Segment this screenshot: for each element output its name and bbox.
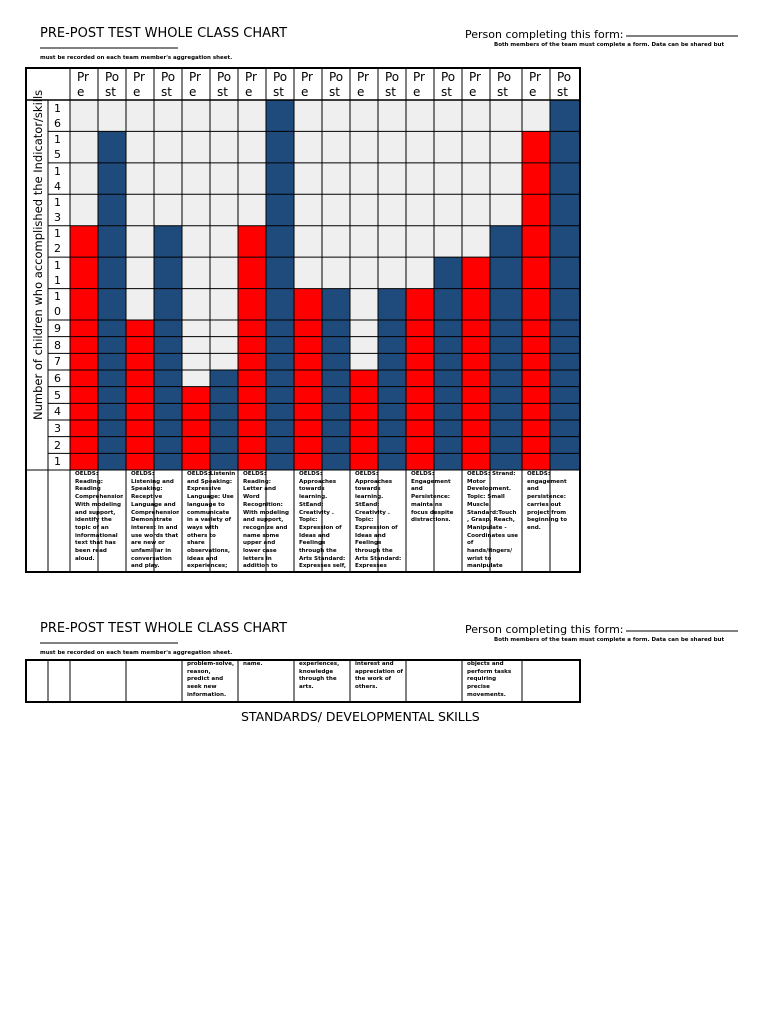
- skill-description: OELDS: Reading: Letter and Word Recognit…: [243, 471, 289, 570]
- column-header: Post: [273, 70, 288, 99]
- column-header: Pre: [245, 70, 257, 99]
- column-header: Pre: [189, 70, 201, 99]
- column-header: Pre: [77, 70, 89, 99]
- skill-description: OELDS: Approaches towards learning. StEa…: [299, 471, 347, 570]
- note-right: Both members of the team must complete a…: [494, 42, 725, 48]
- row-label: 16: [54, 101, 61, 130]
- post-bar: [154, 225, 182, 470]
- column-header: Pre: [469, 70, 481, 99]
- column-header: Post: [441, 70, 456, 99]
- pre-bar: [294, 288, 322, 470]
- skill-description: OELDS: Reading: Reading Comprehension: W…: [75, 471, 123, 562]
- column-header: Post: [497, 70, 512, 99]
- row-label: 4: [54, 405, 61, 419]
- column-header: Post: [557, 70, 572, 99]
- pre-bar: [462, 257, 490, 470]
- post-bar: [490, 225, 522, 470]
- column-header: Pre: [413, 70, 425, 99]
- post-bar: [434, 257, 462, 470]
- post-bar: [98, 131, 126, 470]
- y-axis-label: Number of children who accomplished the …: [31, 89, 45, 420]
- row-label: 14: [54, 164, 61, 193]
- row-label: 8: [54, 338, 61, 352]
- table-border: [25, 67, 581, 573]
- skill-description: OELDS: Listening and Speaking: Receptive…: [131, 471, 179, 570]
- column-header: Pre: [357, 70, 369, 99]
- row-label: 12: [54, 227, 61, 256]
- person-label: Person completing this form:: [465, 623, 624, 636]
- title: PRE-POST TEST WHOLE CLASS CHART: [40, 621, 288, 636]
- column-header: Post: [161, 70, 176, 99]
- post-bar: [266, 100, 294, 470]
- row-label: 7: [54, 355, 61, 369]
- continuation-text: interest and appreciation of the work of…: [355, 661, 403, 691]
- title: PRE-POST TEST WHOLE CLASS CHART: [40, 26, 288, 41]
- row-label: 10: [54, 290, 61, 319]
- note-left: must be recorded on each team member's a…: [40, 650, 233, 656]
- post-bar: [378, 288, 406, 470]
- column-header: Post: [217, 70, 232, 99]
- row-label: 3: [54, 421, 61, 435]
- row-label: 5: [54, 388, 61, 402]
- skill-description: OELDS: Engagement and Persistence: maint…: [411, 471, 454, 524]
- post-bar: [322, 288, 350, 470]
- continuation-text: objects and perform tasks requiring prec…: [467, 661, 512, 698]
- continuation-text: name.: [243, 661, 263, 667]
- continuation-text: experiences, knowledge through the arts.: [299, 661, 340, 691]
- person-label: Person completing this form:: [465, 28, 624, 41]
- skill-description: OELDS: Strand: Motor Development. Topic:…: [467, 471, 519, 570]
- pre-bar: [406, 288, 434, 470]
- column-header: Post: [105, 70, 120, 99]
- column-header: Pre: [529, 70, 541, 99]
- pre-bar: [182, 386, 210, 470]
- pre-bar: [70, 225, 98, 470]
- post-bar: [550, 100, 580, 470]
- note-right: Both members of the team must complete a…: [494, 637, 725, 643]
- row-label: 1: [54, 455, 61, 469]
- column-header: Post: [329, 70, 344, 99]
- column-header: Pre: [133, 70, 145, 99]
- row-label: 11: [54, 258, 61, 287]
- row-label: 9: [54, 321, 61, 335]
- pre-bar: [126, 320, 154, 470]
- skill-description: OELDS: Approaches towards learning. StEa…: [355, 471, 402, 570]
- pre-bar: [522, 131, 550, 470]
- skill-description: OELDS:Listening and Speaking: Expressive…: [187, 471, 235, 570]
- row-label: 2: [54, 438, 61, 452]
- row-label: 15: [54, 133, 61, 162]
- pre-bar: [238, 225, 266, 470]
- column-header: Post: [385, 70, 400, 99]
- footer-label: STANDARDS/ DEVELOPMENTAL SKILLS: [241, 709, 480, 724]
- row-label: 6: [54, 371, 61, 385]
- column-header: Pre: [301, 70, 313, 99]
- continuation-border: [25, 659, 581, 703]
- continuation-text: problem-solve, reason, predict and seek …: [187, 661, 235, 698]
- note-left: must be recorded on each team member's a…: [40, 55, 233, 61]
- row-label: 13: [54, 196, 61, 224]
- skill-description: OELDS: engagement and persistence: carri…: [527, 471, 568, 531]
